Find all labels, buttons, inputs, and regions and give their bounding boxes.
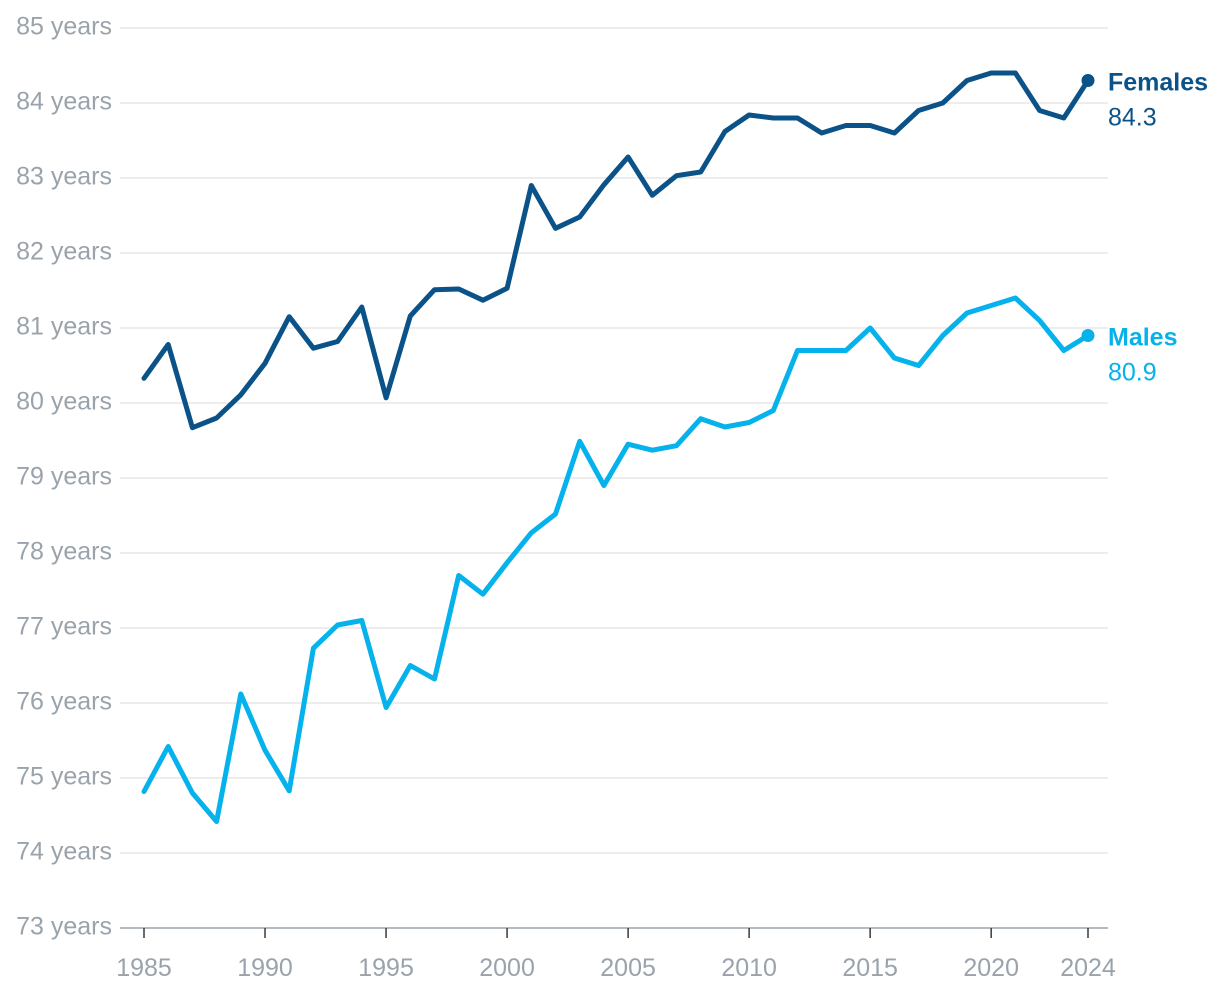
y-tick-label: 80 years [16,388,112,416]
y-axis: 73 years 74 years 75 years 76 years 77 years… [16,13,112,941]
series-end-point-males [1081,329,1095,342]
y-tick-label: 81 years [16,313,112,341]
x-tick-label: 1995 [358,954,414,982]
series-line-males [141,295,1091,824]
y-tick-label: 84 years [16,88,112,116]
series-end-labels: Females 84.3 Males 80.9 [1108,69,1208,387]
y-tick-label: 83 years [16,163,112,191]
y-tick-label: 79 years [16,463,112,491]
x-tick-label: 2000 [479,954,535,982]
y-tick-label: 85 years [16,13,112,41]
x-tick-label: 2015 [842,954,898,982]
series-lines [141,70,1095,824]
x-tick-label: 2020 [963,954,1019,982]
x-tick-label: 2010 [721,954,777,982]
y-tick-label: 75 years [16,763,112,791]
series-name-label: Males [1108,324,1177,352]
x-tick-label: 1990 [237,954,293,982]
x-axis: 1985 1990 1995 2000 2005 2010 2015 2020 2024 [116,928,1116,982]
series-end-point-females [1081,74,1095,87]
series-name-label: Females [1108,69,1208,97]
x-tick-label: 2024 [1060,954,1116,982]
y-tick-label: 74 years [16,838,112,866]
y-tick-label: 73 years [16,913,112,941]
series-value-label: 84.3 [1108,104,1157,132]
y-tick-label: 76 years [16,688,112,716]
gridlines [120,27,1108,929]
x-tick-label: 1985 [116,954,172,982]
x-tick-label: 2005 [600,954,656,982]
y-tick-label: 78 years [16,538,112,566]
y-tick-label: 77 years [16,613,112,641]
y-tick-label: 82 years [16,238,112,266]
series-value-label: 80.9 [1108,359,1157,387]
series-line-females [141,70,1091,431]
